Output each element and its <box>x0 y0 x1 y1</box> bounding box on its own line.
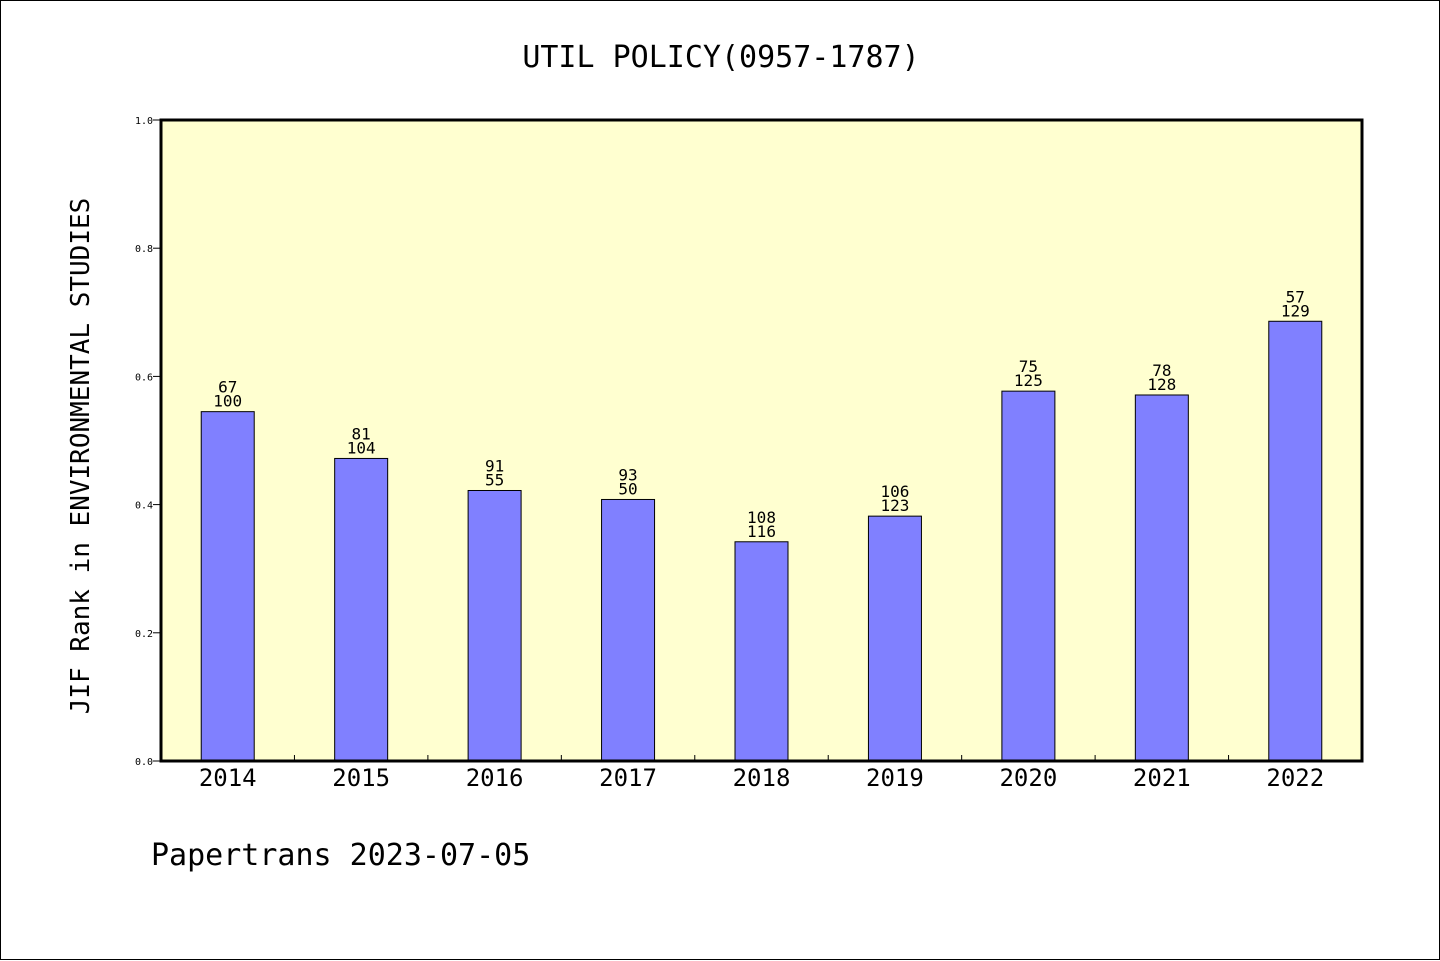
y-tick-label: 0.2 <box>135 629 153 640</box>
bar-2016 <box>467 489 522 762</box>
bar-2022 <box>1268 320 1323 762</box>
bar-label-top: 91 <box>485 456 504 475</box>
bar-label-top: 78 <box>1152 361 1171 380</box>
y-tick-label: 0.8 <box>135 244 153 255</box>
bar-label-top: 67 <box>218 378 237 397</box>
bar-label-bottom: 100 <box>213 392 242 411</box>
bar-label-bottom: 116 <box>747 522 776 541</box>
bar-label-bottom: 123 <box>880 496 909 515</box>
bar-label-top: 93 <box>618 465 637 484</box>
bar-label-top: 108 <box>747 508 776 527</box>
x-tick-label: 2015 <box>332 764 390 792</box>
bar-label-bottom: 50 <box>618 479 637 498</box>
x-tick-label: 2021 <box>1133 764 1191 792</box>
x-axis-ticks: 2014 2015 2016 2017 2018 2019 2020 2021 2022 <box>199 755 1324 792</box>
footer-text: Papertrans 2023-07-05 <box>151 838 530 873</box>
bars-group <box>200 320 1323 762</box>
y-tick-label: 1.0 <box>135 116 153 127</box>
x-tick-label: 2018 <box>733 764 791 792</box>
bar-label-bottom: 129 <box>1281 301 1310 320</box>
bar-label-top: 106 <box>880 482 909 501</box>
bar-label-top: 75 <box>1019 357 1038 376</box>
bar-label-top: 81 <box>352 424 371 443</box>
bar-label-bottom: 55 <box>485 470 504 489</box>
x-tick-label: 2020 <box>999 764 1057 792</box>
x-tick-label: 2014 <box>199 764 257 792</box>
x-tick-label: 2019 <box>866 764 924 792</box>
y-tick-label: 0.6 <box>135 372 153 383</box>
x-tick-label: 2022 <box>1266 764 1324 792</box>
chart-title: UTIL POLICY(0957-1787) <box>522 40 919 75</box>
bar-2014 <box>200 411 255 762</box>
y-tick-label: 0.0 <box>135 757 153 768</box>
bar-label-bottom: 128 <box>1147 375 1176 394</box>
x-tick-label: 2016 <box>466 764 524 792</box>
y-axis-ticks: 0.0 0.2 0.4 0.6 0.8 1.0 <box>135 116 161 768</box>
bar-2017 <box>601 498 656 762</box>
bar-2020 <box>1001 390 1056 762</box>
bar-label-top: 57 <box>1286 287 1305 306</box>
bar-label-bottom: 125 <box>1014 371 1043 390</box>
plot-border <box>159 118 1364 763</box>
y-tick-label: 0.4 <box>135 501 153 512</box>
x-tick-label: 2017 <box>599 764 657 792</box>
bar-label-bottom: 104 <box>347 438 376 457</box>
bar-2019 <box>867 515 922 762</box>
y-axis-label: JIF Rank in ENVIRONMENTAL STUDIES <box>66 198 96 715</box>
bar-2018 <box>734 541 789 762</box>
bar-2021 <box>1134 394 1189 762</box>
bar-2015 <box>334 457 389 762</box>
